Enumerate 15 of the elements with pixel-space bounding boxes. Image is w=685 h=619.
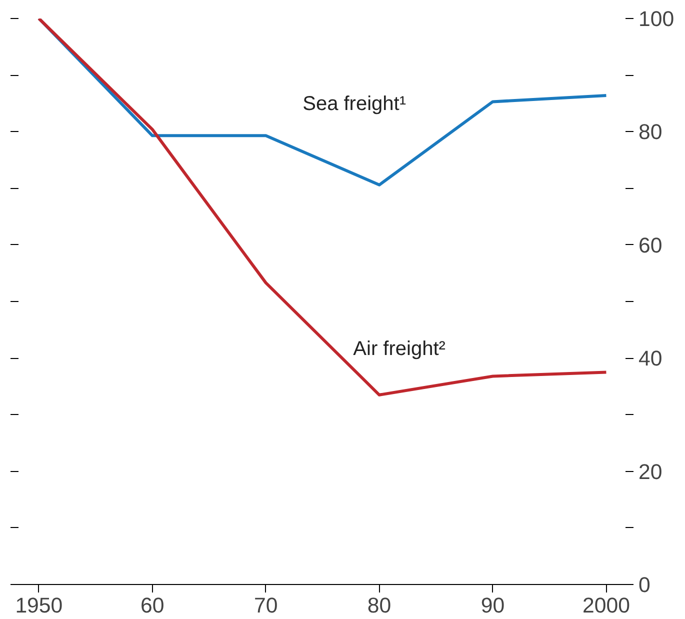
line-series [37,18,608,396]
x-tick-label: 90 [480,594,505,618]
x-tick-label: 60 [140,594,164,618]
series-label: Sea freight¹ [302,92,406,115]
y-tick-label: 40 [638,346,662,371]
y-tick-label: 60 [638,233,662,258]
x-tick-label: 1950 [15,594,63,618]
x-tick-label: 70 [254,594,278,618]
x-tick-label: 80 [367,594,392,618]
y-tick-label: 0 [638,573,650,597]
y-tick-label: 20 [638,460,662,484]
x-tick-label: 2000 [582,594,630,618]
series-label: Air freight² [353,338,446,360]
y-tick-label: 100 [638,7,674,31]
y-tick-label: 80 [638,120,662,144]
